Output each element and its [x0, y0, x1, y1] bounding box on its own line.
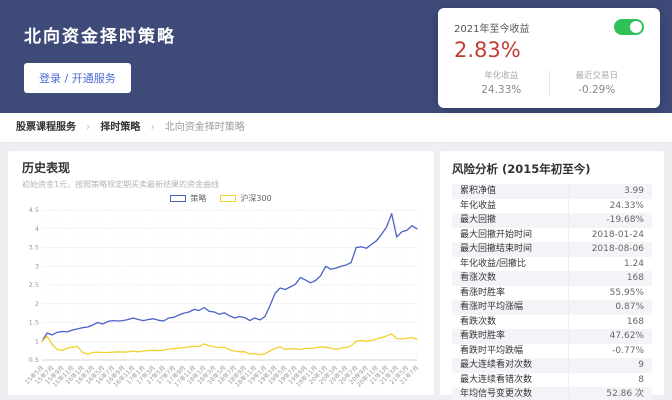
svg-text:3.5: 3.5: [29, 244, 39, 252]
risk-row: 看涨时胜率 55.95%: [452, 285, 652, 300]
risk-row: 最大回撤开始时间 2018-01-24: [452, 227, 652, 242]
svg-text:1: 1: [35, 337, 39, 345]
legend-swatch: [220, 195, 237, 202]
svg-text:1.5: 1.5: [29, 319, 39, 327]
page-title: 北向资金择时策略: [24, 27, 176, 47]
risk-row-value: 52.86 次: [567, 387, 652, 400]
last-trading-day-stat: 最近交易日 -0.29%: [550, 69, 645, 96]
risk-row: 累积净值 3.99: [452, 184, 652, 199]
svg-text:4.5: 4.5: [29, 206, 39, 214]
history-performance-card: 历史表现 初始资金1元，按照策略规定期买卖最新结果的资金曲线 策略 沪深300 0…: [8, 151, 434, 395]
stat-value: -0.29%: [578, 84, 616, 96]
risk-row-value: 24.33%: [567, 198, 652, 213]
risk-row-label: 最大回撤结束时间: [460, 244, 533, 254]
risk-row-label: 最大回撤开始时间: [460, 229, 533, 240]
risk-row: 看跌时平均跌幅 -0.77%: [452, 343, 652, 358]
history-subtitle: 初始资金1元，按照策略规定期买卖最新结果的资金曲线: [22, 180, 220, 189]
ytd-return-value: 2.83%: [454, 38, 521, 62]
toggle-knob: [630, 21, 642, 33]
risk-row-value: 168: [567, 271, 652, 286]
toggle-switch[interactable]: [614, 19, 644, 35]
stat-value: 24.33%: [481, 84, 522, 96]
risk-row-label: 年化收益/回撤比: [460, 258, 527, 269]
risk-row: 年化收益 24.33%: [452, 198, 652, 213]
svg-text:2.5: 2.5: [29, 281, 39, 289]
risk-row-label: 看跌次数: [460, 316, 497, 327]
history-title: 历史表现: [22, 161, 71, 175]
page-header: 北向资金择时策略 登录 / 开通服务 2021年至今收益 2.83% 年化收益 …: [0, 0, 672, 113]
risk-row-value: -0.77%: [567, 343, 652, 358]
risk-row-value: -19.68%: [567, 213, 652, 228]
risk-row: 最大连续看错次数 8: [452, 372, 652, 387]
login-button[interactable]: 登录 / 开通服务: [24, 63, 131, 93]
main-content: 历史表现 初始资金1元，按照策略规定期买卖最新结果的资金曲线 策略 沪深300 0…: [0, 143, 672, 400]
risk-row-value: 3.99: [567, 184, 652, 199]
chart-legend: 策略 沪深300: [22, 193, 420, 204]
breadcrumb-item-course-service[interactable]: 股票课程服务: [16, 122, 76, 133]
performance-line-chart: 0.511.522.533.544.515年5月15年7月15年9月15年11月…: [23, 206, 420, 389]
risk-row-value: 55.95%: [567, 285, 652, 300]
risk-row-label: 年均信号变更次数: [460, 389, 533, 399]
risk-row-label: 看跌时胜率: [460, 331, 506, 341]
risk-row-label: 看涨时胜率: [460, 287, 506, 298]
risk-row-value: 2018-08-06: [567, 242, 652, 257]
svg-text:4: 4: [35, 225, 39, 233]
breadcrumb-separator: ›: [86, 122, 91, 133]
risk-row-value: 9: [567, 358, 652, 373]
risk-row: 年均信号变更次数 52.86 次: [452, 387, 652, 400]
risk-row-label: 最大连续看错次数: [460, 374, 533, 385]
risk-row: 最大回撤 -19.68%: [452, 213, 652, 228]
stat-divider: [548, 69, 550, 96]
risk-row-label: 看涨时平均涨幅: [460, 302, 524, 312]
stat-label: 最近交易日: [575, 71, 618, 81]
risk-row: 最大回撤结束时间 2018-08-06: [452, 242, 652, 257]
legend-swatch: [170, 195, 187, 202]
legend-item[interactable]: 沪深300: [220, 193, 272, 204]
breadcrumb-item-current: 北向资金择时策略: [164, 122, 245, 133]
risk-row-label: 年化收益: [460, 200, 497, 211]
stat-label: 年化收益: [484, 71, 519, 81]
risk-analysis-card: 风险分析 (2015年初至今) 累积净值 3.99 年化收益 24.33% 最大回撤 -1…: [440, 151, 664, 400]
risk-title: 风险分析 (2015年初至今): [452, 162, 591, 176]
risk-row-value: 168: [567, 314, 652, 329]
svg-text:2: 2: [35, 300, 39, 308]
risk-row-value: 47.62%: [567, 329, 652, 344]
risk-row: 看跌时胜率 47.62%: [452, 329, 652, 344]
risk-row: 看涨时平均涨幅 0.87%: [452, 300, 652, 315]
svg-text:0.5: 0.5: [29, 356, 39, 364]
breadcrumb-item-timing-strategy[interactable]: 择时策略: [100, 122, 141, 133]
breadcrumb-separator: ›: [150, 122, 155, 133]
annualized-return-stat: 年化收益 24.33%: [454, 69, 549, 96]
legend-label: 沪深300: [240, 194, 272, 203]
risk-row: 看涨次数 168: [452, 271, 652, 286]
risk-row-label: 看跌时平均跌幅: [460, 345, 524, 356]
breadcrumb: 股票课程服务 › 择时策略 › 北向资金择时策略: [0, 113, 672, 143]
risk-row: 看跌次数 168: [452, 314, 652, 329]
risk-row-value: 8: [567, 372, 652, 387]
legend-label: 策略: [190, 194, 207, 203]
risk-row-label: 最大连续看对次数: [460, 360, 533, 370]
risk-row: 最大连续看对次数 9: [452, 358, 652, 373]
risk-row-value: 0.87%: [567, 300, 652, 315]
ytd-return-label: 2021年至今收益: [454, 23, 530, 35]
legend-item[interactable]: 策略: [170, 193, 206, 204]
risk-row-label: 看涨次数: [460, 273, 497, 283]
svg-text:3: 3: [35, 262, 39, 270]
risk-row-value: 1.24: [567, 256, 652, 271]
risk-row-label: 累积净值: [460, 186, 497, 196]
summary-card: 2021年至今收益 2.83% 年化收益 24.33% 最近交易日 -0.29%: [438, 8, 660, 108]
risk-row-label: 最大回撤: [460, 215, 497, 225]
risk-row: 年化收益/回撤比 1.24: [452, 256, 652, 271]
risk-row-value: 2018-01-24: [567, 227, 652, 242]
risk-table: 累积净值 3.99 年化收益 24.33% 最大回撤 -19.68% 最大回撤开始时间 201…: [452, 184, 652, 400]
